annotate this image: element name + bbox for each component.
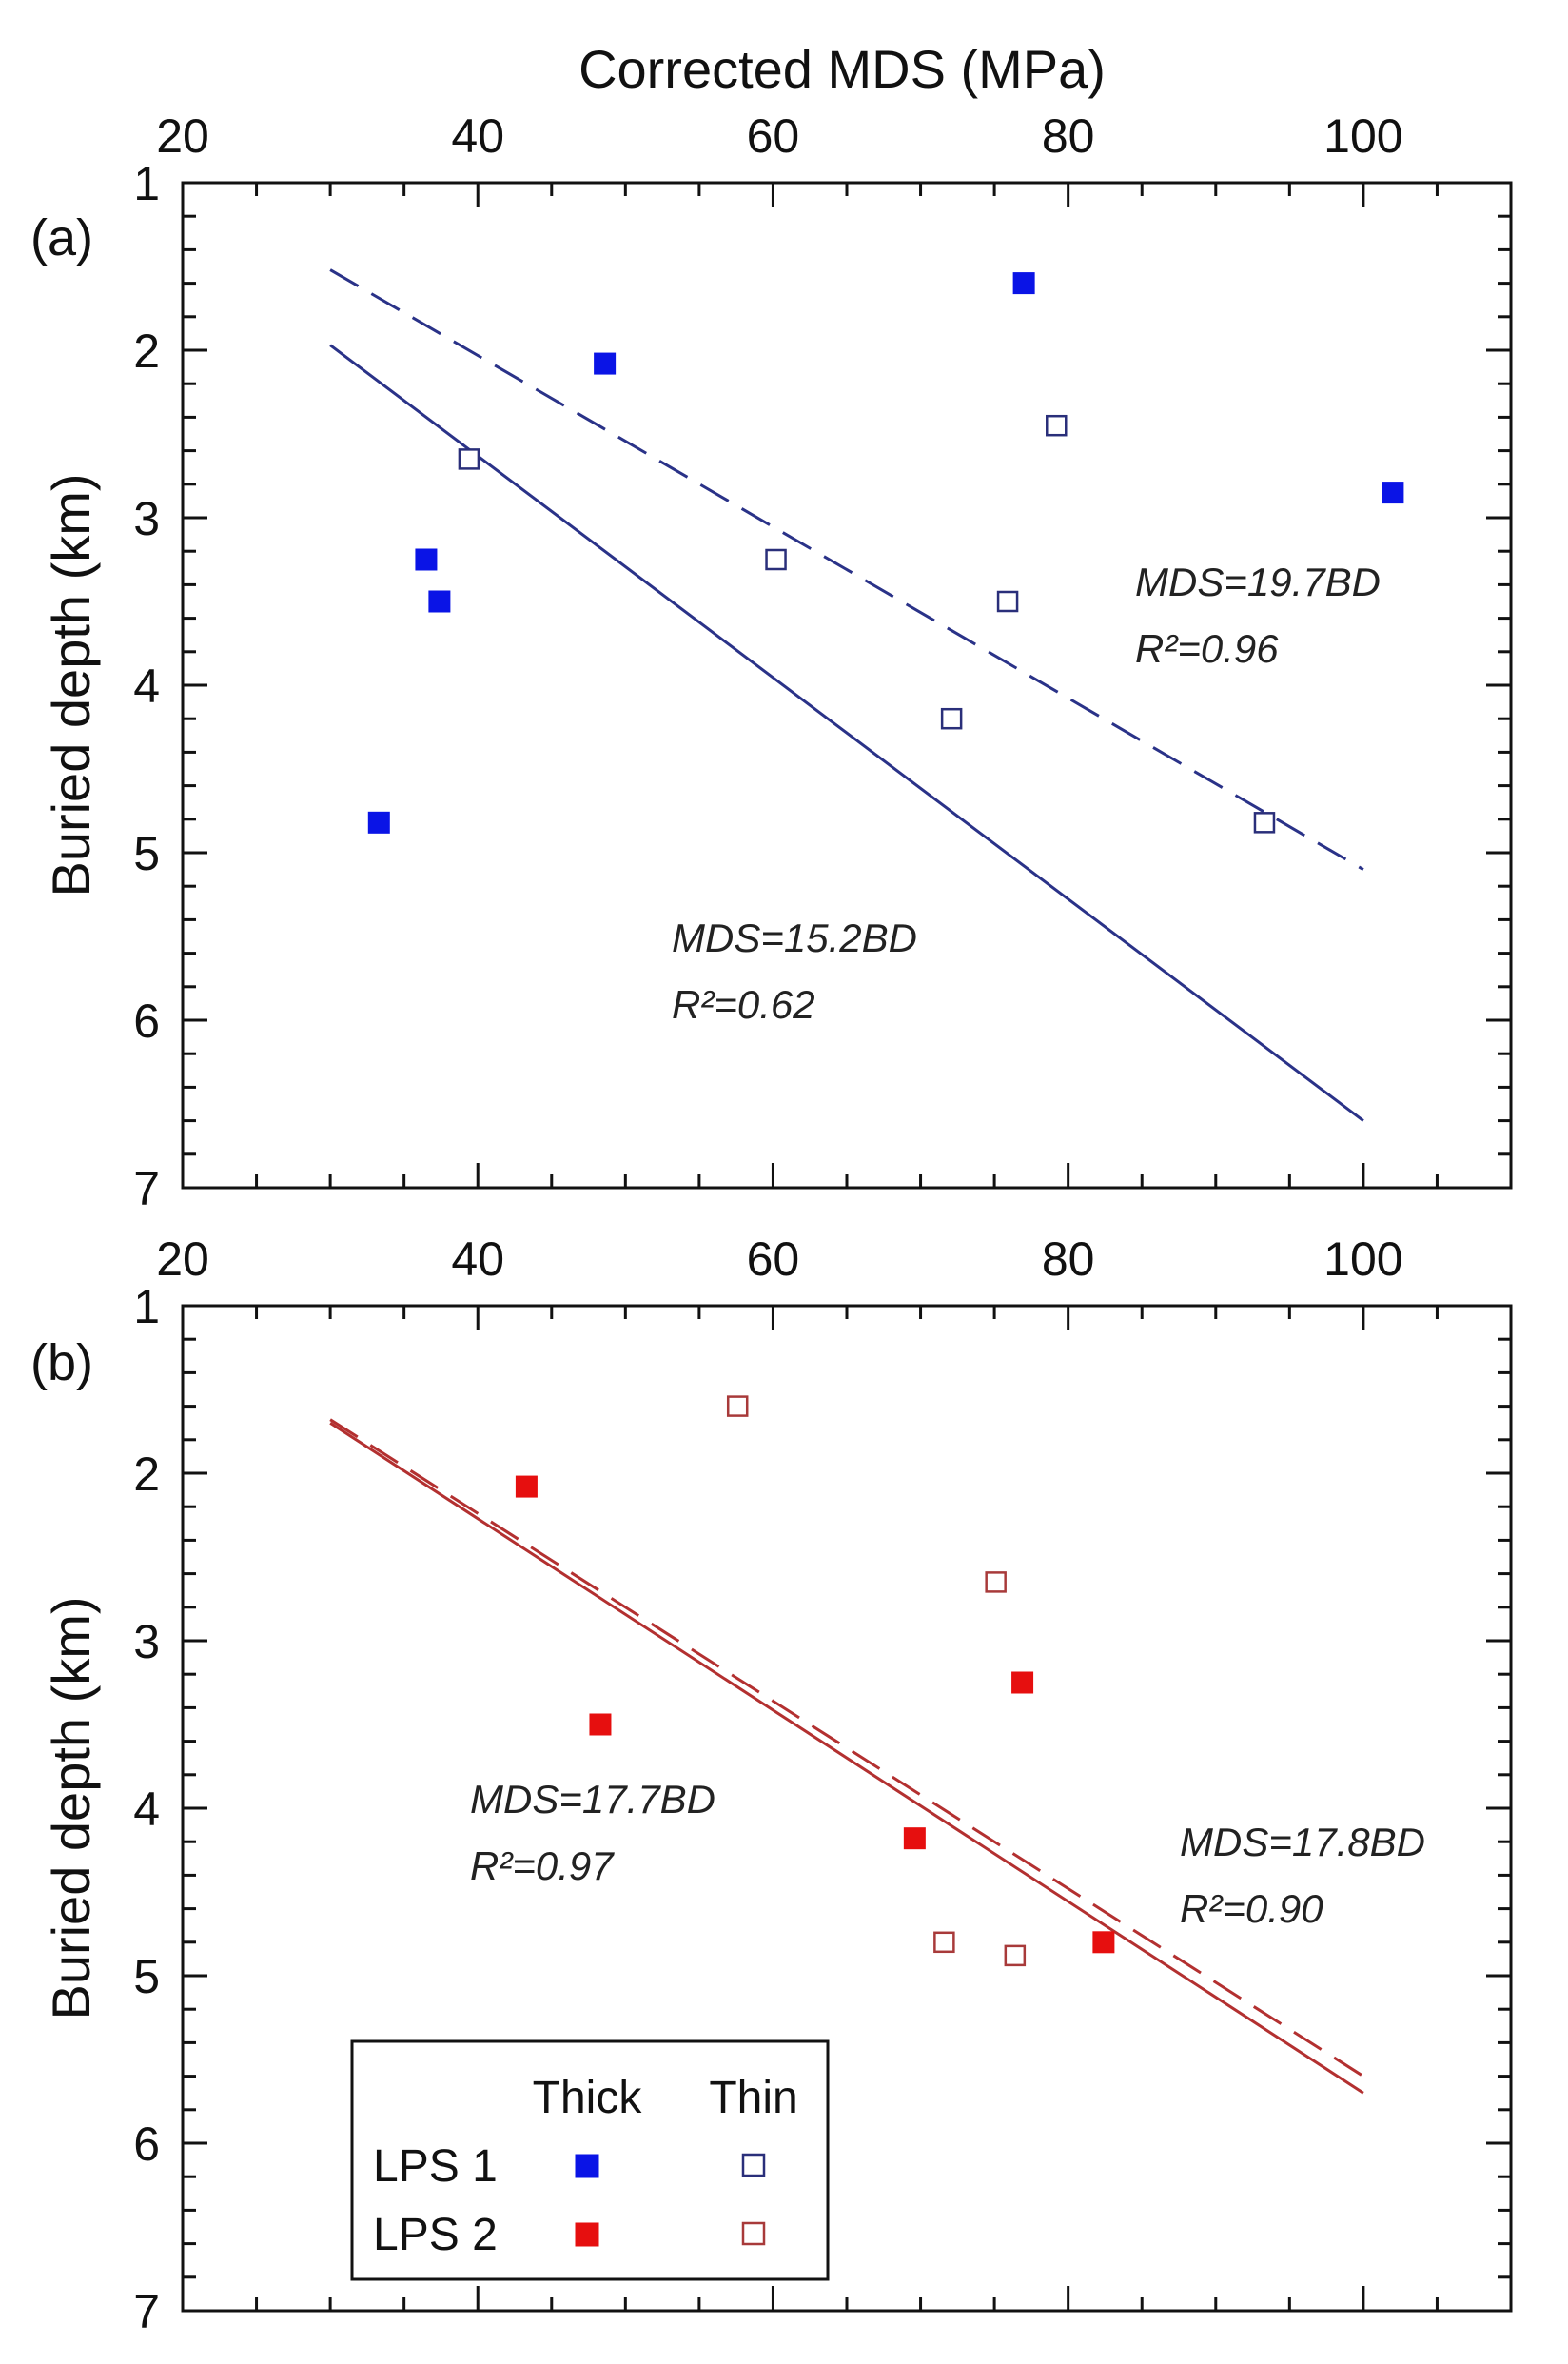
fit-equation: MDS=15.2BD xyxy=(672,916,917,960)
legend-marker-thick xyxy=(575,2154,599,2178)
x-tick-label: 100 xyxy=(1323,109,1402,163)
panel-b: 20 40 60 80 100 1 2 3 4 5 6 7 Buried depth (km) (b) MD… xyxy=(30,1232,1513,2338)
y-tick-label: 7 xyxy=(133,1162,160,1215)
legend-header-thin: Thin xyxy=(709,2073,797,2123)
panel-label: (b) xyxy=(30,1334,93,1391)
legend-marker-thick xyxy=(575,2222,599,2247)
data-point-filled xyxy=(1012,272,1035,295)
legend-marker-thin xyxy=(741,2221,766,2246)
x-tick-label: 60 xyxy=(747,1232,800,1286)
legend-row-label: LPS 2 xyxy=(373,2210,498,2260)
legend-marker-thin xyxy=(741,2153,766,2177)
y-tick-label: 4 xyxy=(133,660,160,713)
fit-line-solid xyxy=(329,344,1364,1122)
x-tick-label: 100 xyxy=(1323,1232,1402,1286)
data-point-open xyxy=(985,1571,1007,1593)
fit-line-solid xyxy=(329,1421,1364,2095)
data-point-open xyxy=(726,1395,749,1417)
y-tick-label: 3 xyxy=(133,492,160,545)
data-point-open xyxy=(1253,812,1276,834)
y-tick-label: 1 xyxy=(133,157,160,210)
fit-equation: MDS=19.7BD xyxy=(1135,560,1381,604)
panel-label: (a) xyxy=(30,209,93,266)
x-tick-label: 20 xyxy=(156,109,209,163)
x-tick-label: 80 xyxy=(1042,109,1095,163)
data-point-open xyxy=(458,448,480,470)
y-tick-label: 6 xyxy=(133,2118,160,2171)
y-tick-label: 4 xyxy=(133,1783,160,1836)
x-tick-label: 40 xyxy=(451,109,504,163)
x-tick-label: 80 xyxy=(1042,1232,1095,1286)
y-tick-label: 5 xyxy=(133,1950,160,2003)
x-tick-label: 60 xyxy=(747,109,800,163)
legend: Thick Thin LPS 1 LPS 2 xyxy=(350,2039,830,2281)
data-point-filled xyxy=(1011,1671,1034,1694)
fit-r-squared: R²=0.62 xyxy=(672,982,815,1027)
data-point-open xyxy=(1004,1944,1027,1967)
x-tick-label: 40 xyxy=(451,1232,504,1286)
data-point-filled xyxy=(1382,482,1404,504)
y-axis-title: Buried depth (km) xyxy=(41,1596,101,2019)
data-point-filled xyxy=(428,590,451,613)
legend-header-thick: Thick xyxy=(533,2073,643,2123)
y-tick-label: 2 xyxy=(133,1448,160,1501)
data-point-open xyxy=(996,590,1019,613)
panel-a: 20 40 60 80 100 1 2 3 4 5 6 7 Buried depth (km) (a) MD… xyxy=(30,109,1513,1215)
data-point-filled xyxy=(415,548,438,571)
data-point-filled xyxy=(594,352,617,375)
data-point-filled xyxy=(903,1827,926,1850)
data-point-filled xyxy=(1092,1931,1115,1954)
fit-equation: MDS=17.8BD xyxy=(1180,1820,1425,1864)
data-point-open xyxy=(933,1931,955,1954)
fit-r-squared: R²=0.96 xyxy=(1135,626,1279,671)
data-point-open xyxy=(940,707,963,730)
data-point-filled xyxy=(589,1713,612,1736)
plot-frame xyxy=(181,181,1513,1190)
fit-r-squared: R²=0.90 xyxy=(1180,1886,1323,1931)
legend-row-label: LPS 1 xyxy=(373,2141,498,2192)
y-tick-label: 6 xyxy=(133,995,160,1048)
y-tick-label: 3 xyxy=(133,1615,160,1668)
data-point-open xyxy=(1046,414,1068,437)
data-point-filled xyxy=(515,1475,538,1498)
top-x-axis-title: Corrected MDS (MPa) xyxy=(578,39,1106,99)
fit-equation: MDS=17.7BD xyxy=(470,1777,715,1822)
y-axis-title: Buried depth (km) xyxy=(41,473,101,896)
data-point-open xyxy=(765,548,787,571)
y-tick-label: 1 xyxy=(133,1280,160,1333)
x-tick-label: 20 xyxy=(156,1232,209,1286)
y-tick-label: 7 xyxy=(133,2285,160,2338)
y-tick-label: 2 xyxy=(133,325,160,378)
fit-r-squared: R²=0.97 xyxy=(470,1843,615,1888)
data-point-filled xyxy=(367,811,390,834)
fit-line-dashed xyxy=(329,268,1364,871)
fit-line-dashed xyxy=(329,1418,1364,2078)
y-tick-label: 5 xyxy=(133,827,160,880)
